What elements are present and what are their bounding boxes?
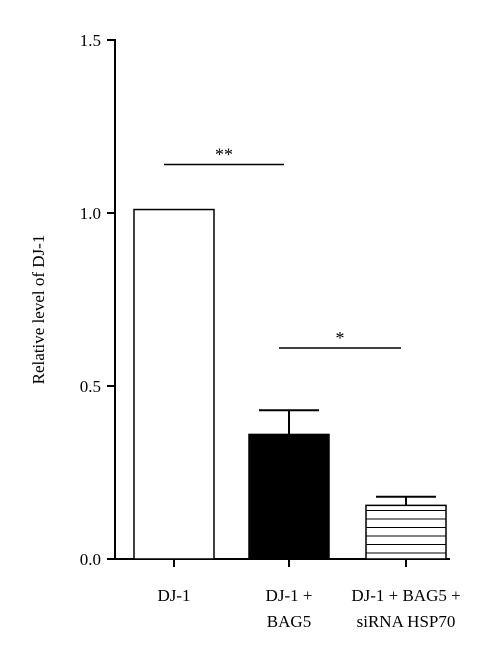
significance-bracket-1: ** [164, 145, 284, 166]
y-axis-title: Relative level of DJ-1 [29, 235, 48, 385]
y-tick-label: 1.5 [80, 31, 101, 50]
category-label-3: DJ-1 + BAG5 + siRNA HSP70 [351, 586, 460, 631]
bar-3 [365, 504, 447, 560]
category-label-1: DJ-1 [157, 586, 190, 605]
significance-label: ** [215, 145, 233, 165]
significance-label: * [336, 328, 345, 348]
bar-1 [133, 208, 215, 560]
x-axis [115, 558, 450, 567]
error-bars [259, 409, 436, 506]
significance-annotations: *** [164, 145, 401, 349]
y-tick-label: 0.0 [80, 550, 101, 569]
error-bar-3 [376, 495, 436, 506]
category-labels: DJ-1 DJ-1 + BAG5 DJ-1 + BAG5 + siRNA HSP70 [157, 586, 460, 631]
bars [133, 208, 447, 560]
bar-2 [248, 433, 330, 560]
y-axis: 0.0 0.5 1.0 1.5 [80, 31, 116, 569]
y-tick-label: 0.5 [80, 377, 101, 396]
significance-bracket-2: * [279, 328, 401, 349]
error-bar-2 [259, 409, 319, 435]
y-tick-label: 1.0 [80, 204, 101, 223]
category-label-2: DJ-1 + BAG5 [266, 586, 313, 631]
